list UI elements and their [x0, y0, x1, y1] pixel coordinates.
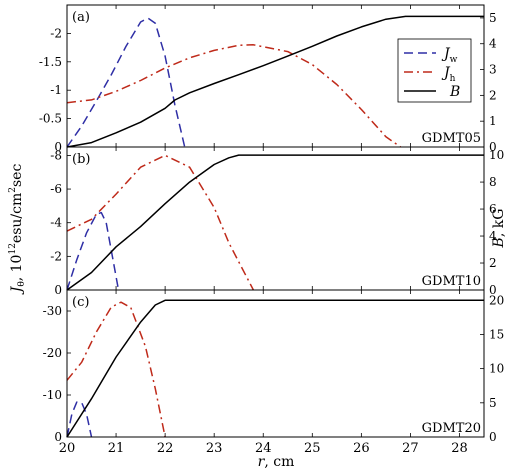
right-tick-label: 10 [489, 148, 504, 162]
series-b-line [66, 154, 484, 291]
right-tick-label: 5 [489, 396, 497, 410]
x-tick-label: 20 [59, 441, 76, 456]
left-tick-label: -30 [43, 304, 62, 318]
x-tick-label: 25 [304, 441, 321, 456]
panel-frame [66, 146, 485, 291]
right-tick-label: 8 [489, 175, 497, 189]
x-tick-label: 21 [108, 441, 125, 456]
left-tick-label: -20 [43, 346, 62, 360]
x-tick-label: 24 [255, 441, 272, 456]
panel-3: 20 21 22 23 24 25 26 27 28 0 -10 -20 -30 0 5 10 15 20 (c) G… [43, 289, 504, 456]
series-jw-line [66, 17, 186, 148]
left-tick-label: -10 [43, 388, 62, 402]
right-tick-label: 0 [489, 140, 497, 154]
x-tick-label: 26 [353, 441, 370, 456]
left-axis-label: Jθ, 1012esu/cm2sec [8, 164, 27, 296]
x-tick-label: 22 [157, 441, 174, 456]
right-axis-label: B, kG [491, 209, 507, 249]
left-tick-label: -1 [50, 83, 62, 97]
right-tick-label: 2 [489, 256, 497, 270]
right-tick-label: 4 [489, 37, 497, 51]
x-tick-label: 27 [402, 441, 419, 456]
series-jh-line [66, 301, 166, 438]
right-tick-label: 20 [489, 293, 504, 307]
right-tick-label: 4 [489, 229, 497, 243]
left-tick-label: 0 [54, 140, 62, 154]
legend-label-jw: Jw [441, 46, 458, 65]
panel-1: 0 -0.5 -1 -1.5 -2 0 1 2 3 4 5 (a) GDMT05 [39, 4, 497, 154]
right-tick-label: 15 [489, 327, 504, 341]
left-tick-label: 0 [54, 283, 62, 297]
right-tick-label: 2 [489, 88, 497, 102]
left-tick-label: -8 [50, 148, 62, 162]
left-tick-label: -4 [50, 216, 62, 230]
x-tick-label: 23 [206, 441, 223, 456]
right-tick-label: 5 [489, 11, 497, 25]
panels: 0-0.5-1-1.5-2012345(a)GDMT050-2-4-6-8024… [39, 4, 504, 456]
series-jh-line [66, 44, 402, 148]
left-tick-label: -1.5 [39, 55, 62, 69]
legend-label-b: B [449, 84, 460, 100]
legend: Jw Jh B [397, 38, 472, 103]
series-jw-line [66, 401, 93, 438]
right-tick-label: 3 [489, 63, 497, 77]
left-tick-label: -0.5 [39, 112, 62, 126]
series-b-line [66, 15, 484, 148]
right-tick-label: 6 [489, 202, 497, 216]
right-tick-label: 1 [489, 114, 497, 128]
left-tick-label: 0 [54, 430, 62, 444]
case-label: GDMT20 [422, 421, 481, 436]
left-tick-label: -2 [50, 26, 62, 40]
panel-label: (c) [72, 295, 89, 310]
series-jh-line [66, 154, 255, 291]
case-label: GDMT05 [422, 131, 481, 146]
case-label: GDMT10 [422, 274, 481, 289]
x-tick-label: 28 [451, 441, 468, 456]
series-b-line [66, 299, 484, 438]
right-tick-label: 0 [489, 430, 497, 444]
left-tick-label: -2 [50, 249, 62, 263]
series-jw-line [66, 211, 120, 291]
legend-label-jh: Jh [441, 65, 456, 84]
x-axis-label: r, cm [258, 454, 295, 470]
right-tick-label: 10 [489, 362, 504, 376]
right-tick-label: 0 [489, 283, 497, 297]
panel-frame [66, 289, 485, 438]
panel-label: (a) [72, 10, 90, 25]
panel-2: 0 -2 -4 -6 -8 0 2 4 6 8 10 (b) GDMT10 [50, 146, 504, 297]
left-tick-label: -6 [50, 182, 62, 196]
panel-label: (b) [72, 152, 90, 167]
